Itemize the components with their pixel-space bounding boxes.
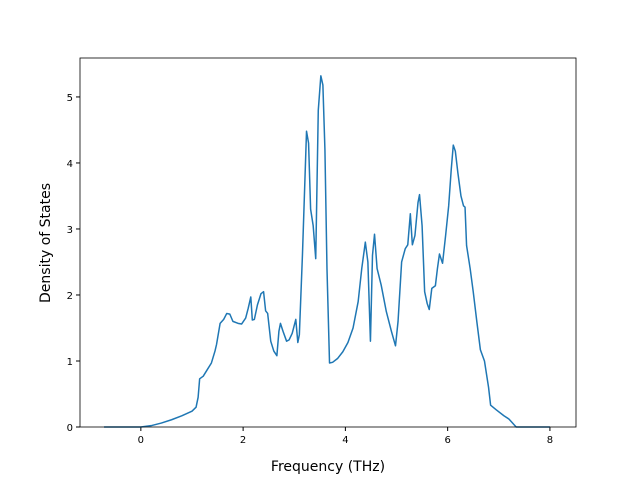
y-tick-label: 4 — [67, 159, 73, 170]
x-axis-label: Frequency (THz) — [271, 459, 385, 475]
x-tick-label: 8 — [547, 435, 553, 446]
y-tick-label: 0 — [67, 423, 73, 434]
x-tick-label: 0 — [138, 435, 144, 446]
y-tick-label: 2 — [67, 291, 73, 302]
plot-frame — [79, 57, 577, 428]
data-line — [104, 75, 550, 428]
y-axis-label: Density of States — [38, 183, 54, 303]
x-tick-label: 4 — [342, 435, 348, 446]
y-tick-label: 5 — [67, 93, 73, 104]
y-tick-label: 1 — [67, 357, 73, 368]
y-tick-label: 3 — [67, 225, 73, 236]
x-tick-label: 6 — [444, 435, 450, 446]
x-tick-label: 2 — [240, 435, 246, 446]
